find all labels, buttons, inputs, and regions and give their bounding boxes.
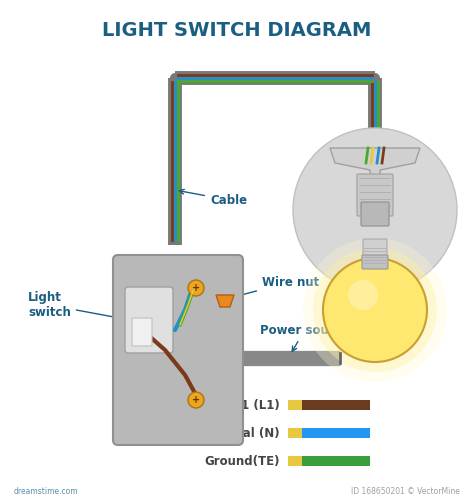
Circle shape xyxy=(370,73,380,83)
Text: Ground(TE): Ground(TE) xyxy=(204,454,280,468)
Text: Phase 1 (L1): Phase 1 (L1) xyxy=(197,398,280,411)
FancyBboxPatch shape xyxy=(362,255,388,269)
Circle shape xyxy=(188,392,204,408)
Circle shape xyxy=(323,258,427,362)
Bar xyxy=(288,428,302,438)
Text: +: + xyxy=(192,395,200,405)
FancyBboxPatch shape xyxy=(363,239,387,259)
FancyBboxPatch shape xyxy=(113,255,243,445)
Text: Wire nut: Wire nut xyxy=(226,276,319,300)
Circle shape xyxy=(303,238,447,382)
Text: +: + xyxy=(192,283,200,293)
Circle shape xyxy=(293,128,457,292)
Text: LIGHT SWITCH DIAGRAM: LIGHT SWITCH DIAGRAM xyxy=(102,20,372,40)
FancyBboxPatch shape xyxy=(125,287,173,353)
FancyBboxPatch shape xyxy=(361,202,389,226)
Text: ID 168650201 © VectorMine: ID 168650201 © VectorMine xyxy=(351,487,460,496)
Circle shape xyxy=(170,73,180,83)
FancyBboxPatch shape xyxy=(132,318,152,346)
Text: Cable: Cable xyxy=(179,190,247,206)
Bar xyxy=(302,456,370,466)
Circle shape xyxy=(348,280,378,310)
Bar xyxy=(288,456,302,466)
Circle shape xyxy=(188,280,204,296)
Bar xyxy=(302,400,370,410)
Polygon shape xyxy=(330,148,420,175)
FancyBboxPatch shape xyxy=(357,174,393,216)
Bar xyxy=(288,400,302,410)
Bar xyxy=(302,428,370,438)
Polygon shape xyxy=(216,295,234,307)
Text: Light
switch: Light switch xyxy=(28,291,126,320)
Text: Power source: Power source xyxy=(260,324,350,351)
Text: Neutral (N): Neutral (N) xyxy=(205,426,280,440)
Circle shape xyxy=(313,248,437,372)
Text: dreamstime.com: dreamstime.com xyxy=(14,487,79,496)
